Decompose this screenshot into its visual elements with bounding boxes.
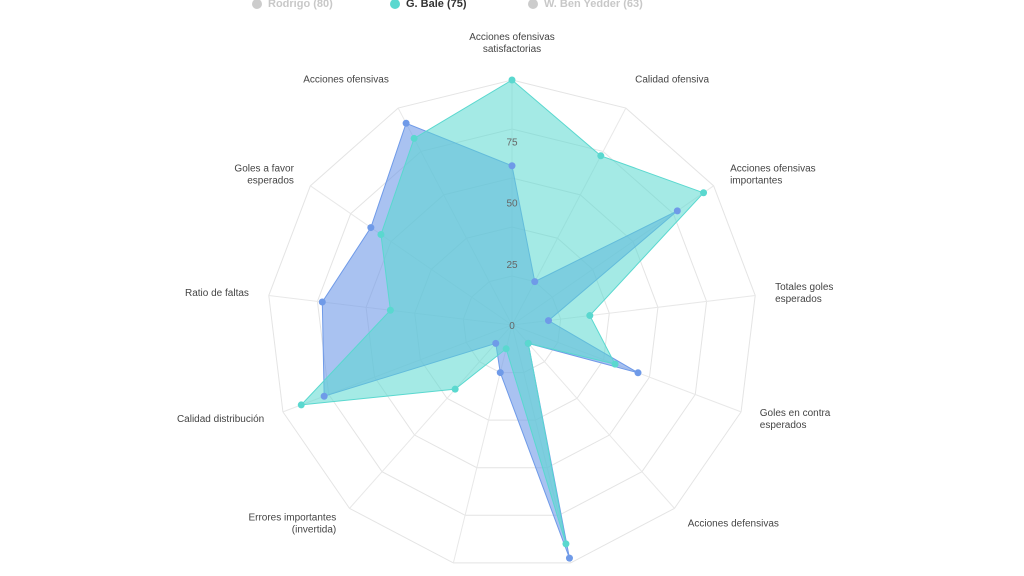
- grid-spoke-5: [511, 324, 675, 509]
- axis-label-line: (invertida): [292, 524, 336, 535]
- axis-label-11: Goles a favor esperados: [234, 163, 294, 186]
- series-1-point-2: [700, 189, 708, 197]
- axis-label-0: Acciones ofensivas satisfactorias: [469, 32, 555, 55]
- axis-label-12: Acciones ofensivas: [303, 74, 389, 85]
- grid-ring-3: [316, 128, 708, 516]
- series-0-point-0: [508, 162, 516, 170]
- series-1-point-8: [451, 385, 459, 393]
- axis-label-line: esperados: [775, 294, 822, 305]
- axis-label-line: Goles a favor: [234, 163, 294, 174]
- series-1-point-12: [410, 134, 418, 142]
- axis-label-line: Calidad ofensiva: [635, 74, 709, 85]
- legend-label: W. Ben Yedder (63): [544, 0, 643, 10]
- axis-label-line: Acciones ofensivas: [303, 74, 389, 85]
- axis-label-line: Acciones ofensivas: [730, 163, 816, 174]
- axis-label-1: Calidad ofensiva: [635, 74, 709, 85]
- series-1-point-9: [297, 401, 305, 409]
- axis-label-3: Totales goles esperados: [775, 282, 833, 305]
- axis-label-line: Errores importantes: [248, 512, 336, 523]
- legend-item-2[interactable]: W. Ben Yedder (63): [528, 0, 643, 10]
- series-0-point-12: [402, 119, 410, 127]
- series-1-point-5: [524, 339, 532, 347]
- axis-label-line: esperados: [760, 420, 807, 431]
- series-1-point-7: [502, 345, 510, 353]
- legend-dot-icon: [252, 0, 262, 9]
- axis-label-10: Ratio de faltas: [185, 288, 249, 299]
- series-0-point-1: [531, 278, 539, 286]
- series-0-point-10: [318, 298, 326, 306]
- legend-label: G. Bale (75): [406, 0, 467, 10]
- series-1-point-11: [377, 231, 385, 239]
- series-0-point-6: [565, 554, 573, 562]
- axis-label-4: Goles en contra esperados: [760, 408, 831, 431]
- series-area-1: [299, 79, 705, 544]
- series-1-point-3: [586, 312, 594, 320]
- legend-label: Rodrigo (80): [268, 0, 333, 10]
- tick-label-2: 50: [506, 199, 518, 210]
- legend-dot-icon: [390, 0, 400, 9]
- grid-ring-4: [268, 79, 756, 564]
- axis-label-line: Calidad distribución: [177, 414, 264, 425]
- axis-label-line: Goles en contra: [760, 408, 831, 419]
- series-0-point-2: [673, 207, 681, 215]
- series-0-point-3: [544, 317, 552, 325]
- series-0-point-8: [492, 339, 500, 347]
- legend-item-1[interactable]: G. Bale (75): [390, 0, 467, 10]
- axis-label-8: Errores importantes (invertida): [248, 512, 336, 535]
- series-0-point-9: [320, 392, 328, 400]
- axis-label-line: importantes: [730, 175, 782, 186]
- legend-item-0[interactable]: Rodrigo (80): [252, 0, 333, 10]
- axis-label-line: Ratio de faltas: [185, 288, 249, 299]
- axis-label-line: Acciones defensivas: [688, 518, 779, 529]
- axis-label-line: Acciones ofensivas: [469, 32, 555, 43]
- tick-label-0: 0: [509, 321, 515, 332]
- axis-label-2: Acciones ofensivas importantes: [730, 163, 816, 186]
- series-1-point-1: [597, 152, 605, 160]
- series-1-point-4: [611, 360, 619, 368]
- axis-label-5: Acciones defensivas: [688, 518, 779, 529]
- tick-label-3: 75: [506, 137, 518, 148]
- axis-label-line: esperados: [247, 175, 294, 186]
- series-1-point-10: [386, 306, 394, 314]
- axis-label-line: Totales goles: [775, 282, 833, 293]
- series-1-point-0: [508, 76, 516, 84]
- legend-dot-icon: [528, 0, 538, 9]
- axis-label-line: satisfactorias: [483, 44, 541, 55]
- axis-label-9: Calidad distribución: [177, 414, 264, 425]
- chart-legend: Rodrigo (80) G. Bale (75) W. Ben Yedder …: [0, 0, 1024, 14]
- series-0-point-4: [634, 369, 642, 377]
- series-0-point-7: [496, 369, 504, 377]
- series-0-point-11: [367, 224, 375, 232]
- series-1-point-6: [562, 540, 570, 548]
- tick-label-1: 25: [506, 260, 518, 271]
